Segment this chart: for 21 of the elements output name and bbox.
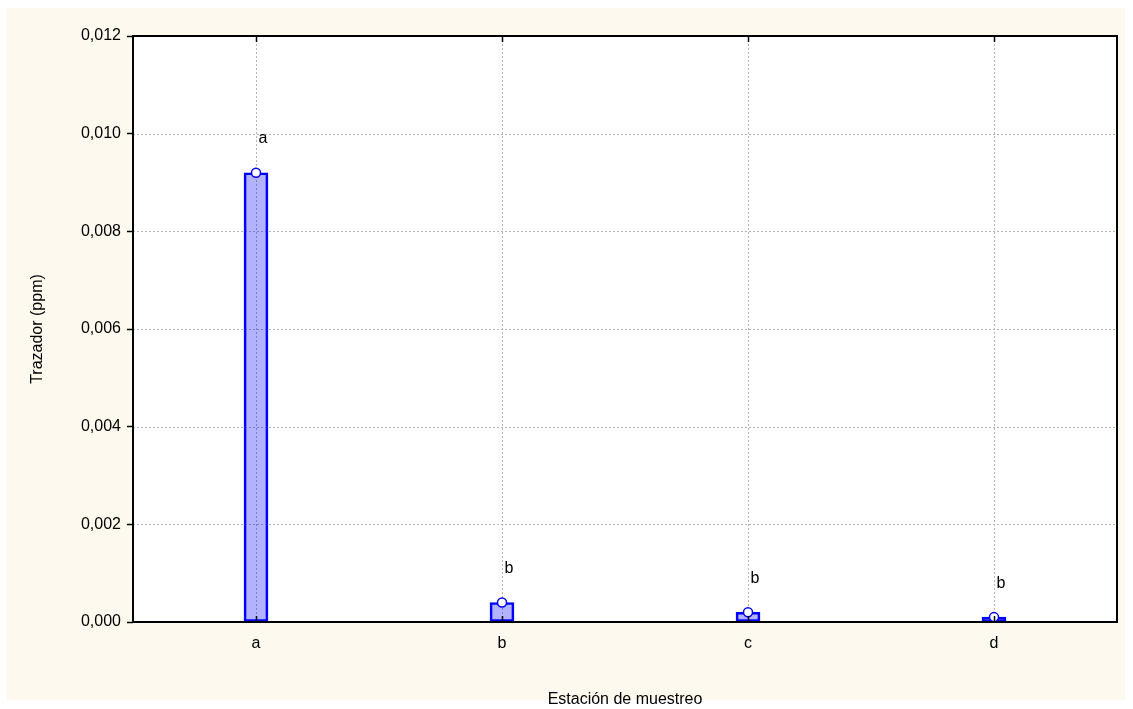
x-tick-label: d: [989, 634, 999, 652]
annotation: b: [504, 558, 514, 576]
point: [742, 606, 754, 618]
x-axis-title: Estación de muestreo: [547, 689, 703, 707]
y-tick-label: 0,002: [80, 514, 122, 532]
annotation: b: [750, 568, 760, 586]
point: [250, 167, 262, 178]
x-tick-label: b: [497, 634, 507, 652]
y-tick-label: 0,008: [80, 221, 122, 239]
y-tick-label: 0,000: [80, 612, 122, 630]
y-tick-label: 0,006: [80, 319, 122, 337]
annotation: a: [258, 129, 268, 147]
y-tick-label: 0,004: [80, 417, 122, 435]
bar: [243, 172, 269, 622]
x-tick-label: c: [744, 634, 752, 652]
annotation: b: [996, 573, 1006, 591]
point: [496, 597, 508, 608]
y-tick-label: 0,010: [80, 124, 122, 142]
y-axis-title: Trazador (ppm): [28, 274, 46, 384]
x-tick-label: a: [251, 634, 261, 652]
y-tick-label: 0,012: [80, 26, 122, 44]
